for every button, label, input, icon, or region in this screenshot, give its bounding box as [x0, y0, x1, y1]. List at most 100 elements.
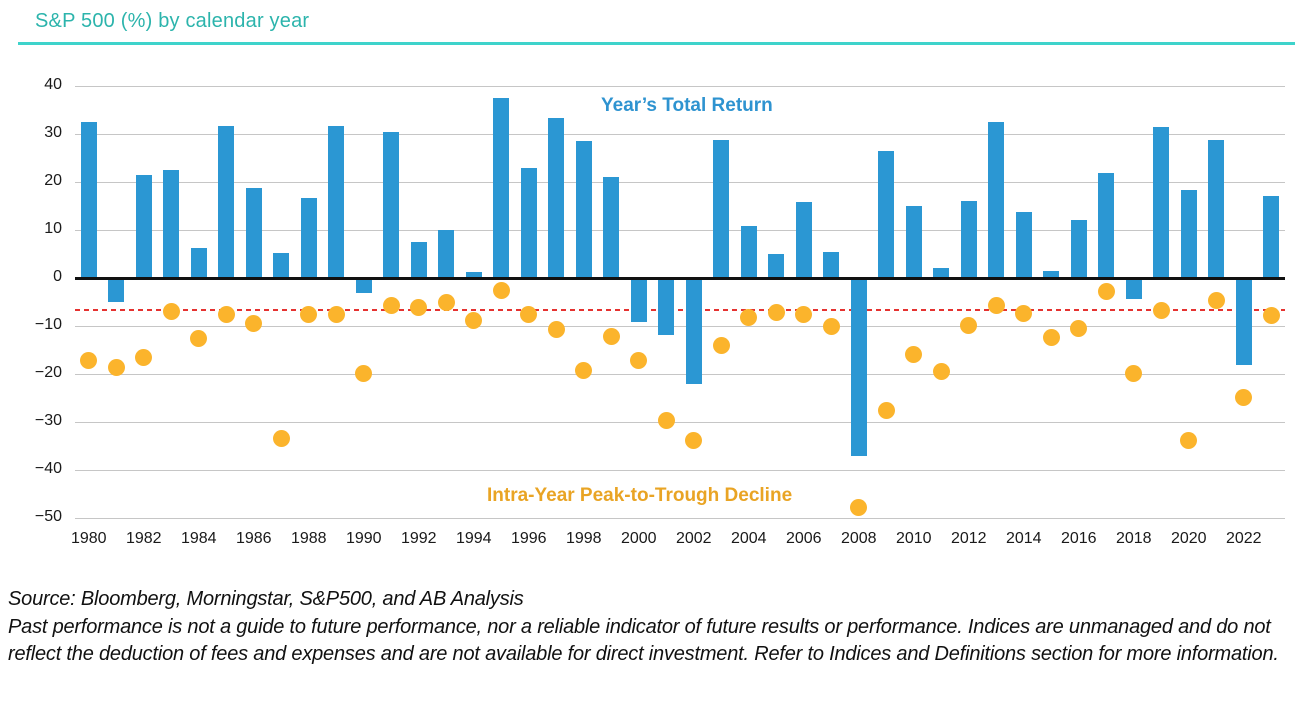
x-tick-label: 1990 [345, 530, 382, 547]
x-tick-label: 1998 [565, 530, 602, 547]
decline-dot [245, 314, 263, 332]
x-tick-label: 1982 [125, 530, 162, 547]
y-tick-label: 20 [44, 172, 62, 189]
y-tick-label: 30 [44, 124, 62, 141]
return-bar [410, 241, 427, 278]
decline-dot [987, 297, 1005, 315]
y-tick-label: 10 [44, 220, 62, 237]
decline-dot [1235, 388, 1253, 406]
y-tick-label: −20 [34, 364, 62, 381]
return-bar [1070, 220, 1087, 278]
decline-dot [217, 306, 235, 324]
decline-dot [355, 365, 373, 383]
decline-dot [712, 337, 730, 355]
decline-dot [822, 317, 840, 335]
return-bar [713, 140, 730, 278]
y-tick-label: −50 [34, 508, 62, 525]
decline-dot [135, 348, 153, 366]
x-tick-label: 1988 [290, 530, 327, 547]
x-tick-label: 2006 [785, 530, 822, 547]
return-bar [80, 122, 97, 278]
gridline [75, 86, 1285, 87]
y-tick-label: 40 [44, 76, 62, 93]
x-tick-label: 1994 [455, 530, 492, 547]
decline-dot [1262, 306, 1280, 324]
return-bar [823, 251, 840, 278]
x-tick-label: 2010 [895, 530, 932, 547]
return-bar [1043, 271, 1060, 278]
footnotes: Source: Bloomberg, Morningstar, S&P500, … [8, 586, 1300, 668]
return-bar [163, 169, 180, 278]
decline-dot [1125, 364, 1143, 382]
return-bar [300, 198, 317, 278]
decline-dot [162, 302, 180, 320]
decline-dot [1152, 302, 1170, 320]
decline-dot [492, 281, 510, 299]
gridline [75, 134, 1285, 135]
return-bar [740, 225, 757, 278]
return-bar [1098, 173, 1115, 278]
gridline [75, 326, 1285, 327]
decline-dot [932, 362, 950, 380]
return-bar [630, 280, 647, 322]
gridline [75, 230, 1285, 231]
decline-dot [410, 299, 428, 317]
return-bar [1235, 280, 1252, 365]
return-bar [273, 252, 290, 278]
return-bar [355, 280, 372, 293]
return-bar [1263, 196, 1280, 278]
return-bar [493, 97, 510, 278]
return-bar [1208, 140, 1225, 278]
page-title: S&P 500 (%) by calendar year [35, 10, 310, 32]
decline-dot [80, 351, 98, 369]
decline-dot [382, 296, 400, 314]
return-series-label: Year’s Total Return [601, 95, 773, 116]
decline-dot [327, 305, 345, 323]
x-tick-label: 2022 [1225, 530, 1262, 547]
decline-dot [630, 352, 648, 370]
decline-dot [575, 362, 593, 380]
x-tick-label: 2016 [1060, 530, 1097, 547]
x-tick-label: 2002 [675, 530, 712, 547]
decline-dot [300, 305, 318, 323]
decline-dot [437, 293, 455, 311]
source-note: Source: Bloomberg, Morningstar, S&P500, … [8, 588, 524, 610]
x-tick-label: 2018 [1115, 530, 1152, 547]
gridline [75, 470, 1285, 471]
return-bar [108, 280, 125, 302]
x-tick-label: 2000 [620, 530, 657, 547]
decline-dot [1070, 319, 1088, 337]
decline-series-label: Intra-Year Peak-to-Trough Decline [487, 485, 793, 506]
reference-dashed-line [75, 309, 1285, 312]
decline-dot [767, 304, 785, 322]
return-bar [658, 280, 675, 336]
x-tick-label: 2012 [950, 530, 987, 547]
return-bar [438, 229, 455, 278]
return-bar [988, 122, 1005, 278]
x-tick-label: 1984 [180, 530, 217, 547]
decline-dot [685, 431, 703, 449]
gridline [75, 374, 1285, 375]
x-tick-label: 2008 [840, 530, 877, 547]
decline-dot [1015, 305, 1033, 323]
decline-dot [1042, 329, 1060, 347]
return-bar [933, 267, 950, 278]
x-tick-label: 2020 [1170, 530, 1207, 547]
decline-dot [547, 321, 565, 339]
zero-axis-line [75, 277, 1285, 280]
return-bar [905, 205, 922, 278]
y-tick-label: −30 [34, 412, 62, 429]
return-bar [1125, 280, 1142, 300]
return-bar [520, 167, 537, 278]
return-bar [795, 202, 812, 278]
decline-dot [1180, 432, 1198, 450]
disclaimer-note: Past performance is not a guide to futur… [8, 616, 1279, 665]
decline-dot [1097, 282, 1115, 300]
y-tick-label: −40 [34, 460, 62, 477]
decline-dot [190, 330, 208, 348]
decline-dot [740, 308, 758, 326]
return-bar [328, 125, 345, 278]
decline-dot [1207, 292, 1225, 310]
return-bar [548, 117, 565, 278]
gridline [75, 422, 1285, 423]
